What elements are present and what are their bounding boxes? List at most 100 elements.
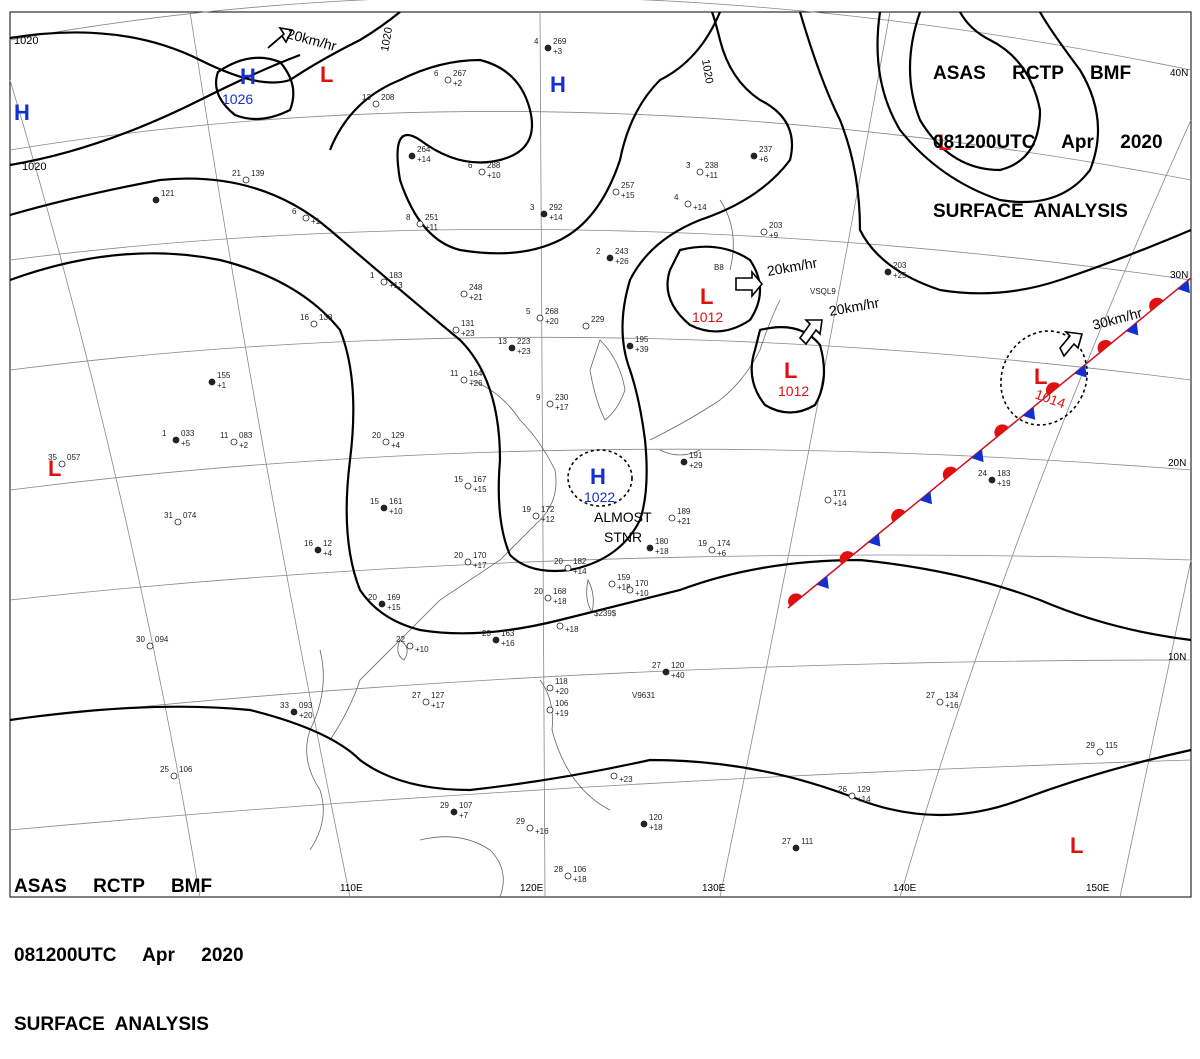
station-tendency: +17 xyxy=(431,701,445,710)
header-line-2: 081200UTC Apr 2020 xyxy=(14,945,244,966)
station-temperature: 16 xyxy=(300,313,309,322)
station-tendency: +18 xyxy=(573,875,587,884)
station-temperature: 1 xyxy=(370,271,375,280)
isobar-1020-north xyxy=(9,11,401,84)
station-circle xyxy=(884,268,892,276)
station-circle xyxy=(750,152,758,160)
station-temperature: 20 xyxy=(554,557,563,566)
station-tendency: +17 xyxy=(473,561,487,570)
station-plot: 27 134+16 xyxy=(926,691,959,710)
stationary-note: ALMOST STNR xyxy=(594,509,652,545)
station-tendency: +15 xyxy=(473,485,487,494)
station-pressure: 183 xyxy=(997,469,1011,478)
station-temperature: 4 xyxy=(674,193,679,202)
parallel-20n xyxy=(9,448,1192,491)
station-plot: 24 183+19 xyxy=(978,469,1011,488)
station-tendency: +12 xyxy=(541,515,555,524)
warm-front-semicircle xyxy=(1149,297,1164,311)
warm-front-semicircle xyxy=(788,593,803,607)
station-circle xyxy=(684,200,692,208)
station-circle xyxy=(536,314,544,322)
station-tendency: +20 xyxy=(299,711,313,720)
station-circle xyxy=(1096,748,1104,756)
station-tendency: +18 xyxy=(649,823,663,832)
cold-front-triangle xyxy=(868,533,881,547)
station-circle xyxy=(680,458,688,466)
coast-indochina xyxy=(306,649,324,851)
lon-label: 130E xyxy=(702,883,726,894)
motion-arrow-low-b xyxy=(798,319,823,346)
dashed-circle-low-1014 xyxy=(1000,330,1088,426)
station-temperature: 15 xyxy=(370,497,379,506)
motion-arrow-low-1014 xyxy=(1059,330,1084,358)
station-pressure: 223 xyxy=(517,337,531,346)
station-circle xyxy=(564,564,572,572)
station-pressure: 167 xyxy=(473,475,487,484)
station-pressure: 172 xyxy=(541,505,555,514)
station-temperature: 3 xyxy=(686,161,691,170)
station-plot: 5 268+20 xyxy=(526,307,559,326)
low-center-letter: L xyxy=(784,358,797,383)
station-pressure: 183 xyxy=(389,271,403,280)
station-pressure: 159 xyxy=(617,573,631,582)
station-circle xyxy=(310,320,318,328)
station-pressure: 163 xyxy=(501,629,515,638)
station-pressure: 203 xyxy=(893,261,907,270)
station-tendency: +2 xyxy=(453,79,463,88)
station-circle xyxy=(302,214,310,222)
station-circle xyxy=(452,326,460,334)
station-tendency: +16 xyxy=(945,701,959,710)
station-pressure: 106 xyxy=(573,865,587,874)
station-circle xyxy=(532,512,540,520)
isobar-1020-main xyxy=(9,11,794,573)
lon-label: 120E xyxy=(520,883,544,894)
station-tendency: +1 xyxy=(217,381,227,390)
station-tendency: +20 xyxy=(545,317,559,326)
station-tendency: +14 xyxy=(573,567,587,576)
station-pressure: 111 xyxy=(801,837,814,846)
station-pressure: 169 xyxy=(387,593,401,602)
station-circle xyxy=(170,772,178,780)
station-circle xyxy=(422,698,430,706)
station-plot: 21 139 xyxy=(232,169,265,184)
station-temperature: 20 xyxy=(368,593,377,602)
station-plot: 4 269+3 xyxy=(534,37,567,56)
station-tendency: +2 xyxy=(239,441,249,450)
station-circle xyxy=(408,152,416,160)
station-tendency: +11 xyxy=(705,171,719,180)
station-plot: 29 +16 xyxy=(516,817,549,836)
isobar-label: 1020 xyxy=(699,58,715,84)
station-pressure: 170 xyxy=(635,579,649,588)
ship-id: V9631 xyxy=(632,691,656,700)
station-pressure: 127 xyxy=(431,691,445,700)
high-center-value: 1026 xyxy=(222,91,253,107)
station-temperature: 11 xyxy=(220,431,229,440)
station-plot: 257+15 xyxy=(612,181,635,200)
station-circle xyxy=(626,342,634,350)
meridian-150e xyxy=(1119,559,1192,898)
station-plot: 20 168+18 xyxy=(534,587,567,606)
cold-front-triangle xyxy=(1074,364,1087,378)
station-circle xyxy=(544,594,552,602)
station-plot: 26 129+14 xyxy=(838,785,871,804)
station-tendency: +18 xyxy=(655,547,669,556)
low-center-letter: L xyxy=(1070,833,1083,858)
station-plot: 121 xyxy=(152,189,175,204)
high-center-value: 1022 xyxy=(584,489,615,505)
low-center-letter: L xyxy=(938,130,951,155)
station-tendency: +16 xyxy=(501,639,515,648)
station-circle xyxy=(242,176,250,184)
stationary-note-line1: ALMOST xyxy=(594,509,652,525)
station-circle xyxy=(172,436,180,444)
meridian-110e xyxy=(189,11,351,898)
station-tendency: +6 xyxy=(759,155,769,164)
station-temperature: 2 xyxy=(596,247,601,256)
header-line-1: ASAS RCTP BMF xyxy=(933,63,1132,84)
station-plot: 237+6 xyxy=(750,145,773,164)
station-temperature: 6 xyxy=(468,161,473,170)
high-center-letter: H xyxy=(240,64,256,89)
coastlines xyxy=(306,199,781,898)
station-circle xyxy=(564,872,572,880)
cold-front-triangle xyxy=(816,575,829,589)
isobar-1008-east xyxy=(876,11,1100,204)
